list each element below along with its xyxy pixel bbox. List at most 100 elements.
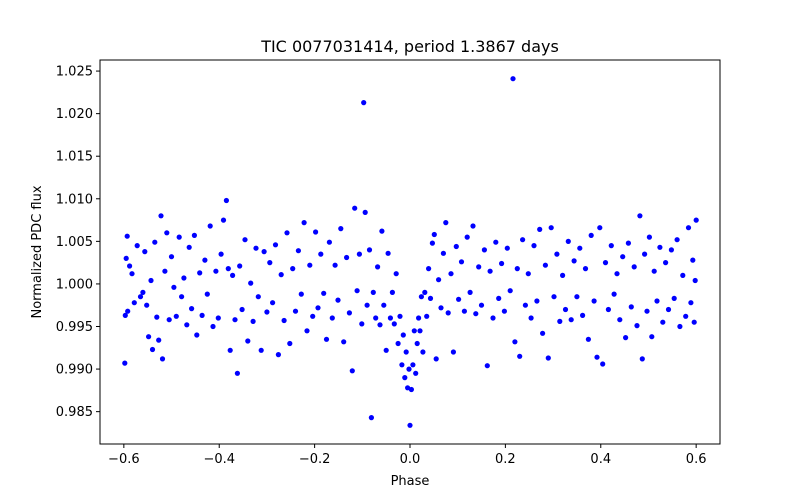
data-point [642, 251, 648, 257]
data-point [476, 264, 482, 270]
data-point [264, 309, 270, 315]
data-point [239, 306, 245, 313]
data-point [329, 315, 335, 321]
data-point [548, 225, 554, 231]
data-point [534, 298, 540, 304]
data-point [227, 347, 233, 353]
data-point [528, 315, 534, 321]
data-point [162, 268, 168, 274]
data-point [443, 220, 449, 226]
data-point [680, 272, 686, 278]
data-point [131, 300, 137, 306]
data-point [323, 336, 330, 342]
data-point [448, 271, 454, 277]
data-point [202, 257, 208, 263]
data-point [152, 239, 158, 245]
data-point [218, 251, 224, 257]
data-point [591, 298, 597, 304]
y-tick-label: 1.025 [56, 65, 93, 80]
data-point [414, 340, 420, 347]
data-point [379, 228, 385, 234]
data-point [210, 323, 216, 330]
data-point [298, 291, 304, 297]
data-point [125, 308, 131, 314]
data-point [232, 317, 238, 323]
data-points [122, 76, 699, 428]
y-tick-label: 0.995 [56, 320, 93, 335]
chart-title: TIC 0077031414, period 1.3867 days [260, 37, 559, 56]
data-point [281, 317, 287, 324]
data-point [565, 238, 571, 244]
x-tick-label: −0.6 [108, 452, 140, 467]
data-point [338, 226, 344, 232]
data-point [397, 313, 403, 319]
data-point [560, 272, 566, 278]
data-point [373, 315, 379, 321]
data-point [651, 268, 657, 274]
data-point [295, 248, 301, 254]
data-point [411, 328, 417, 334]
data-point [391, 321, 397, 327]
data-point [473, 311, 479, 317]
data-point [685, 225, 692, 231]
data-point [290, 266, 296, 272]
data-point [318, 251, 324, 257]
data-point [554, 251, 560, 257]
data-point [199, 312, 205, 318]
data-point [440, 250, 446, 256]
data-point [164, 230, 170, 236]
data-point [623, 335, 629, 341]
data-point [403, 349, 409, 355]
data-point [168, 254, 175, 260]
data-point [456, 296, 462, 302]
data-point [248, 280, 254, 286]
data-point [436, 277, 442, 283]
data-point [307, 262, 313, 268]
data-point [184, 322, 190, 328]
y-tick-label: 1.015 [56, 150, 93, 165]
data-point [377, 322, 383, 328]
data-point [445, 310, 451, 316]
data-point [422, 289, 428, 295]
data-point [545, 355, 551, 361]
data-point [261, 249, 267, 255]
y-tick-label: 0.990 [56, 363, 93, 378]
data-point [146, 334, 152, 340]
data-point [588, 232, 594, 238]
data-point [253, 245, 259, 251]
data-point [375, 264, 381, 270]
y-tick-label: 0.985 [56, 405, 93, 420]
data-point [234, 370, 240, 376]
x-tick-label: 0.0 [400, 452, 421, 467]
x-tick-label: 0.6 [686, 452, 707, 467]
data-point [499, 260, 505, 267]
data-point [258, 347, 264, 353]
data-point [255, 294, 261, 300]
data-point [660, 319, 666, 325]
data-point [674, 237, 680, 243]
data-point [644, 308, 650, 314]
data-point [364, 302, 370, 308]
data-point [611, 291, 617, 297]
data-point [551, 294, 557, 300]
data-point [181, 275, 187, 281]
data-point [352, 205, 358, 211]
data-point [433, 356, 439, 362]
data-point [186, 244, 192, 250]
data-point [525, 271, 531, 277]
y-tick-label: 1.005 [56, 235, 93, 250]
data-point [410, 362, 416, 368]
data-point [438, 305, 444, 311]
y-tick-label: 1.000 [56, 277, 93, 292]
data-point [510, 76, 516, 82]
x-tick-label: 0.4 [590, 452, 611, 467]
data-point [597, 225, 603, 231]
data-point [245, 338, 251, 344]
data-point [123, 255, 129, 261]
data-point [207, 223, 213, 229]
data-point [520, 237, 526, 243]
data-point [407, 422, 413, 428]
data-point [654, 298, 660, 304]
data-point [671, 295, 677, 301]
